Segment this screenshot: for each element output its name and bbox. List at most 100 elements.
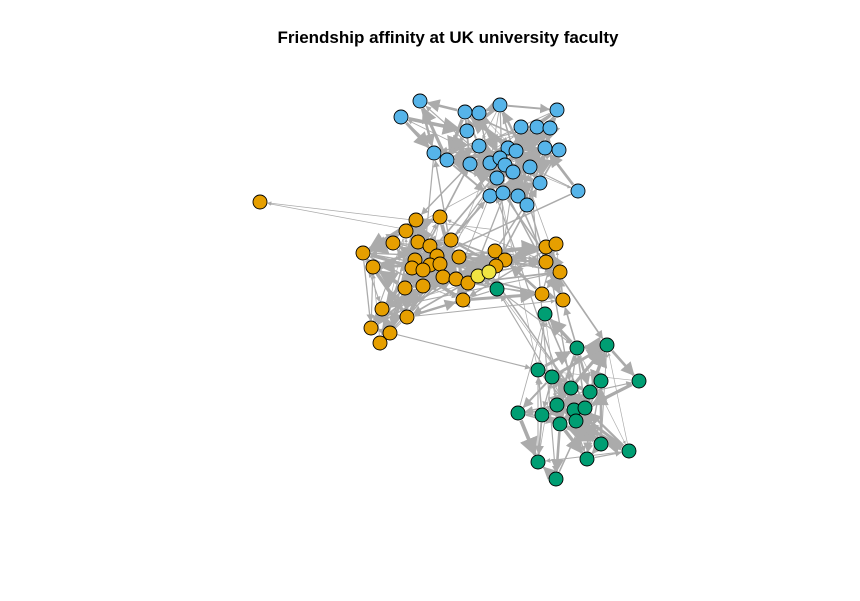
graph-edge (405, 121, 430, 149)
graph-node (631, 373, 647, 389)
graph-node (435, 269, 451, 285)
graph-node (455, 292, 471, 308)
graph-edge (381, 315, 396, 332)
graph-node (544, 369, 560, 385)
graph-node (495, 185, 511, 201)
graph-edge (443, 193, 572, 254)
graph-edge (579, 413, 624, 448)
graph-edge (475, 272, 553, 286)
graph-node (443, 232, 459, 248)
graph-node (529, 119, 545, 135)
graph-edge (267, 202, 413, 231)
graph-node (365, 259, 381, 275)
graph-edge (534, 422, 544, 455)
graph-edge (564, 393, 584, 403)
graph-edge (507, 175, 521, 190)
graph-node (399, 309, 415, 325)
graph-node (569, 340, 585, 356)
graph-edge (589, 412, 625, 447)
graph-edge (378, 269, 400, 289)
graph-node (432, 209, 448, 225)
graph-edge (591, 441, 605, 455)
graph-node (374, 301, 390, 317)
graph-edge (492, 277, 582, 402)
graph-node (532, 175, 548, 191)
graph-node (537, 306, 553, 322)
graph-node (548, 236, 564, 252)
graph-node (577, 400, 593, 416)
graph-edge (554, 411, 566, 425)
graph-edge (368, 236, 390, 254)
graph-edge (571, 355, 579, 381)
graph-edge (607, 442, 622, 454)
graph-edge (544, 350, 572, 368)
graph-edge (546, 277, 556, 289)
graph-node (568, 413, 584, 429)
graph-node (415, 278, 431, 294)
graph-node (510, 188, 526, 204)
graph-edge (426, 99, 458, 113)
graph-edge (378, 329, 531, 370)
graph-edge (607, 352, 628, 444)
graph-edge (519, 321, 544, 406)
graph-edge (452, 164, 485, 192)
graph-node (530, 362, 546, 378)
graph-node (508, 143, 524, 159)
graph-edge (430, 288, 456, 299)
graph-node (552, 416, 568, 432)
graph-node (432, 256, 448, 272)
graph-edge (368, 274, 375, 321)
graph-node (397, 280, 413, 296)
graph-node (549, 397, 565, 413)
graph-node (552, 264, 568, 280)
graph-node (398, 223, 414, 239)
graph-node (534, 286, 550, 302)
graph-node (492, 97, 508, 113)
graph-node (393, 109, 409, 125)
graph-node (599, 337, 615, 353)
graph-edge (363, 260, 373, 321)
graph-edge (536, 170, 572, 188)
graph-edge (535, 377, 543, 408)
graph-node (481, 264, 497, 280)
graph-node (426, 145, 442, 161)
graph-edge (538, 321, 547, 363)
graph-node (542, 120, 558, 136)
graph-node (252, 194, 268, 210)
graph-edge (421, 169, 465, 215)
graph-node (462, 156, 478, 172)
graph-edge (549, 318, 573, 344)
graph-edge (550, 431, 564, 473)
graph-edge (557, 279, 566, 293)
graph-node (579, 451, 595, 467)
graph-node (385, 235, 401, 251)
node-layer (252, 93, 647, 487)
graph-node (555, 292, 571, 308)
graph-node (482, 188, 498, 204)
graph-node (471, 138, 487, 154)
graph-edge (611, 350, 635, 377)
graph-node (570, 183, 586, 199)
graph-node (519, 197, 535, 213)
graph-node (548, 471, 564, 487)
graph-node (593, 436, 609, 452)
graph-node (534, 407, 550, 423)
graph-node (363, 320, 379, 336)
graph-edge (519, 419, 538, 457)
graph-node (530, 454, 546, 470)
graph-edge (548, 292, 556, 300)
graph-node (621, 443, 637, 459)
graph-node (489, 281, 505, 297)
graph-node (505, 164, 521, 180)
graph-node (457, 104, 473, 120)
graph-node (487, 243, 503, 259)
graph-node (510, 405, 526, 421)
graph-node (459, 123, 475, 139)
graph-edge (583, 336, 603, 355)
graph-edge (522, 382, 548, 408)
graph-edge (482, 111, 497, 140)
graph-node (382, 325, 398, 341)
graph-node (593, 373, 609, 389)
graph-edge (414, 299, 556, 317)
